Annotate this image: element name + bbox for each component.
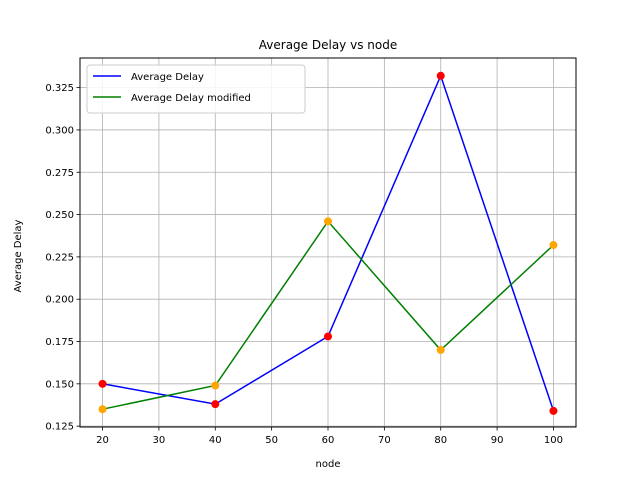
chart-title: Average Delay vs node <box>259 38 397 52</box>
y-tick-label: 0.225 <box>45 252 74 263</box>
data-point-average-delay <box>549 406 558 415</box>
x-axis-label: node <box>316 459 341 470</box>
data-point-average-delay-modified <box>549 241 558 250</box>
y-tick-label: 0.250 <box>45 210 74 221</box>
y-tick-label: 0.150 <box>45 379 74 390</box>
data-point-average-delay-modified <box>211 381 220 390</box>
y-tick-label: 0.125 <box>45 422 74 433</box>
data-point-average-delay <box>98 379 107 388</box>
x-tick-label: 90 <box>491 435 504 446</box>
x-tick-label: 20 <box>96 435 109 446</box>
y-tick-label: 0.175 <box>45 337 74 348</box>
x-tick-label: 60 <box>322 435 335 446</box>
grid <box>80 58 576 427</box>
data-point-average-delay-modified <box>436 345 445 354</box>
y-tick-label: 0.300 <box>45 125 74 136</box>
x-tick-label: 30 <box>153 435 166 446</box>
x-tick-label: 70 <box>378 435 391 446</box>
legend-label-average-delay: Average Delay <box>131 72 204 83</box>
legend-box <box>86 64 306 114</box>
legend: Average Delay Average Delay modified <box>86 64 306 114</box>
y-tick-label: 0.200 <box>45 295 74 306</box>
x-tick-label: 40 <box>209 435 222 446</box>
data-point-average-delay <box>324 332 332 341</box>
data-point-average-delay-modified <box>98 405 107 414</box>
x-tick-label: 50 <box>265 435 278 446</box>
x-tick-label: 100 <box>544 435 563 446</box>
x-tick-label: 80 <box>434 435 447 446</box>
series-group <box>98 71 558 415</box>
y-tick-label: 0.325 <box>45 83 74 94</box>
y-axis-label: Average Delay <box>13 219 24 292</box>
data-point-average-delay <box>211 400 220 409</box>
legend-label-average-delay-modified: Average Delay modified <box>131 93 251 104</box>
y-tick-label: 0.275 <box>45 168 74 179</box>
data-point-average-delay-modified <box>324 217 332 226</box>
ticks: 20 30 40 50 60 70 80 90 100 0.125 0.150 0.175 0.200 0… <box>45 83 563 446</box>
data-point-average-delay <box>436 71 445 80</box>
